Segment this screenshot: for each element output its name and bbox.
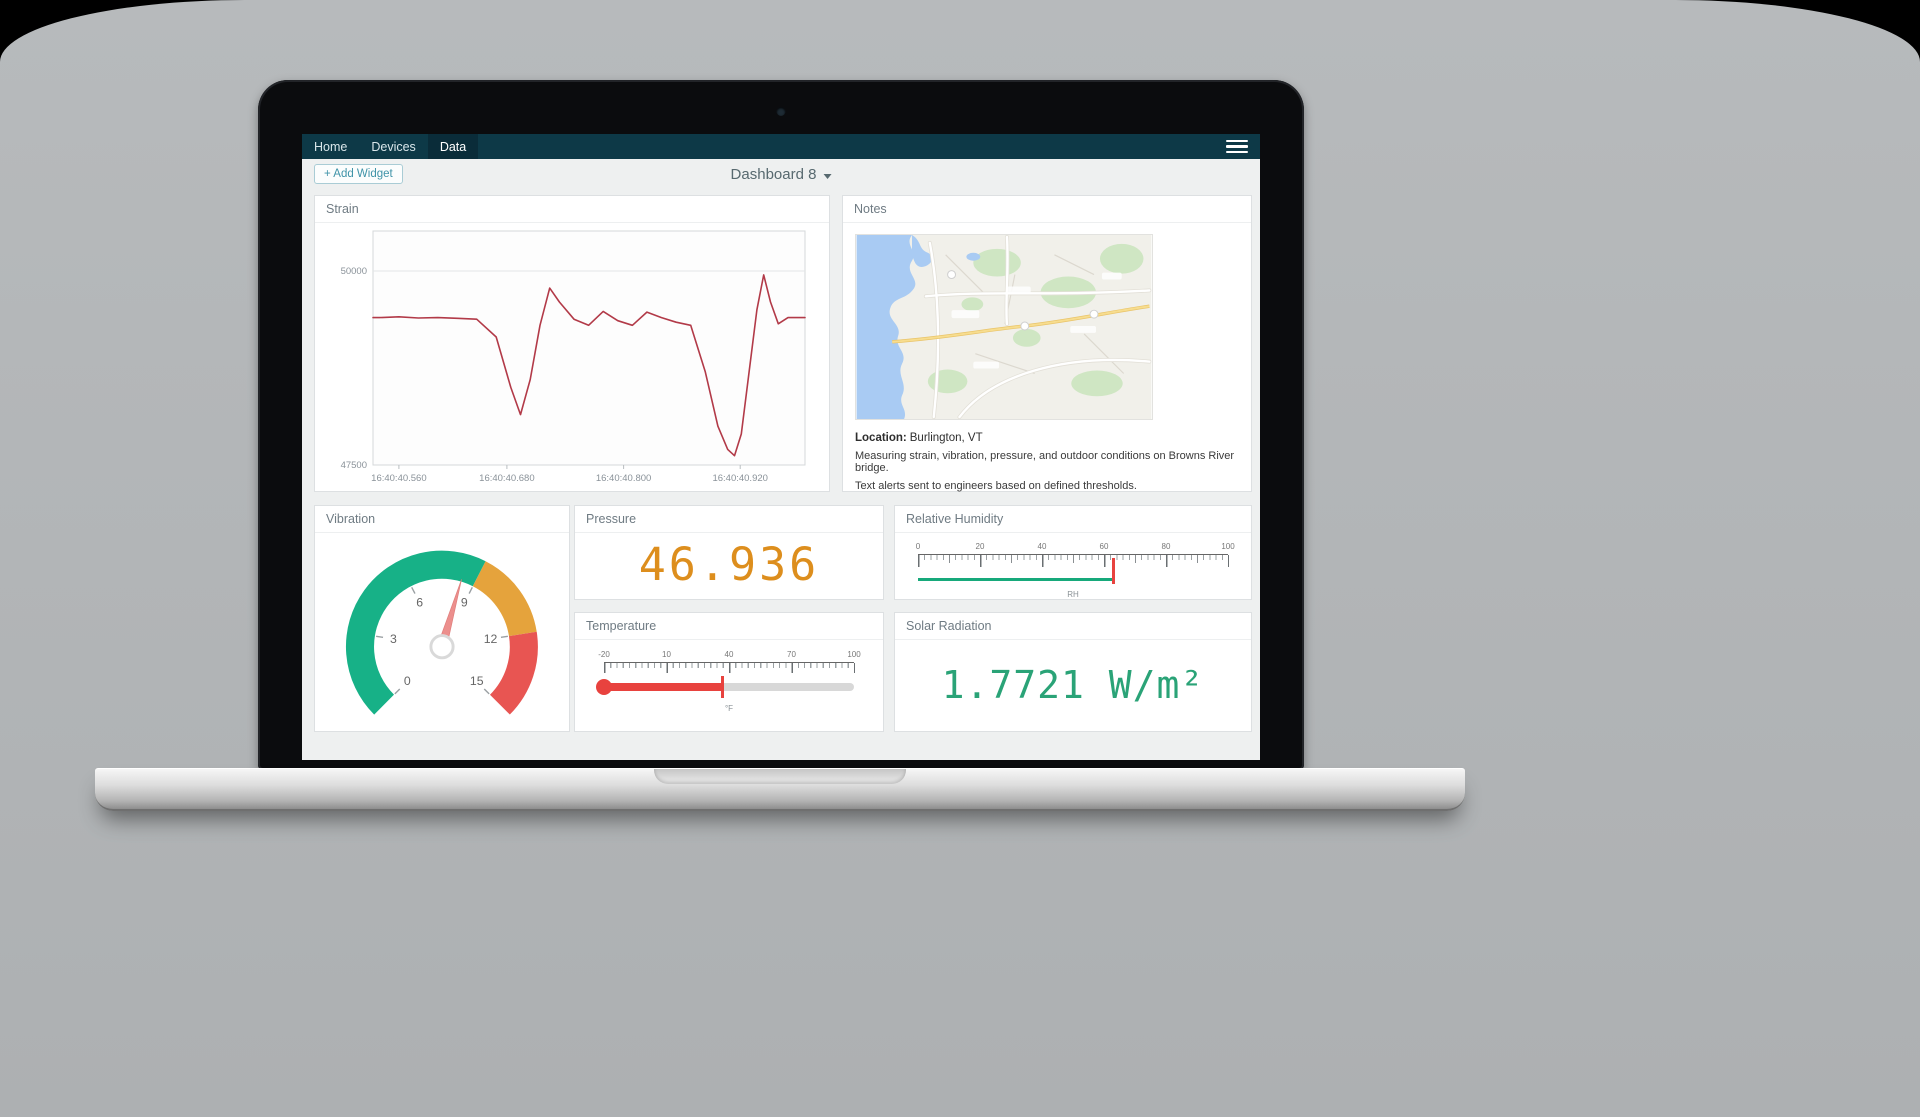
- location-line: Location: Burlington, VT: [855, 432, 1239, 444]
- map-image[interactable]: [855, 234, 1153, 420]
- gauge-tick-label: 3: [390, 632, 397, 646]
- x-tick-label: 16:40:40.680: [479, 473, 534, 484]
- widget-solar-radiation: Solar Radiation 1.7721 W/m²: [894, 612, 1252, 732]
- ruler: [918, 554, 1229, 568]
- widget-title: Temperature: [575, 613, 883, 640]
- widget-strain: Strain 50000 47500 16:40:40.560 16:40:40…: [314, 195, 830, 492]
- unit-label: °F: [724, 704, 734, 713]
- ruler-tick-label: -20: [598, 650, 610, 659]
- widget-title: Strain: [315, 196, 829, 223]
- x-tick-label: 16:40:40.560: [371, 473, 426, 484]
- ruler-tick-label: 20: [975, 542, 985, 551]
- gauge-needle-cap: [429, 634, 455, 660]
- nav-item-home[interactable]: Home: [314, 139, 348, 154]
- location-label: Location:: [855, 432, 907, 444]
- nav-item-data[interactable]: Data: [427, 134, 479, 159]
- add-widget-button[interactable]: + Add Widget: [314, 164, 403, 184]
- dashboard-title: Dashboard 8: [730, 166, 817, 183]
- thermometer-fill: [604, 683, 723, 691]
- solar-radiation-value: 1.7721 W/m²: [941, 663, 1205, 707]
- widget-pressure: Pressure 46.936: [574, 505, 884, 600]
- pressure-value: 46.936: [638, 538, 820, 591]
- widget-temperature: Temperature -20 10 40 70 100 °F: [574, 612, 884, 732]
- gauge-tick-label: 0: [404, 674, 411, 688]
- x-tick-label: 16:40:40.920: [712, 473, 767, 484]
- widget-notes: Notes: [842, 195, 1252, 492]
- laptop-base: [95, 768, 1465, 811]
- ruler: [604, 662, 855, 676]
- ruler-tick-label: 40: [1037, 542, 1047, 551]
- laptop-bezel: Home Devices Data + Add Widget Dashboard…: [258, 80, 1304, 770]
- humidity-value-bar: [918, 578, 1114, 581]
- ruler-tick-label: 100: [1221, 542, 1235, 551]
- widget-vibration: Vibration 0 3 6: [314, 505, 570, 732]
- temperature-marker: [721, 676, 724, 698]
- unit-label: RH: [1067, 590, 1079, 599]
- ruler-tick-label: 0: [915, 542, 921, 551]
- dashboard-title-dropdown[interactable]: Dashboard 8: [731, 166, 832, 183]
- vibration-gauge: 0 3 6 9 12 15: [346, 550, 538, 715]
- dashboard-app: Home Devices Data + Add Widget Dashboard…: [302, 134, 1260, 760]
- thermometer-bulb: [596, 679, 612, 695]
- navbar: Home Devices Data: [302, 134, 1260, 159]
- temperature-linear-gauge: -20 10 40 70 100 °F: [596, 650, 861, 713]
- gauge-tick-label: 12: [484, 632, 498, 646]
- gauge-tick-label: 15: [470, 674, 484, 688]
- humidity-marker: [1112, 558, 1115, 584]
- widget-title: Pressure: [575, 506, 883, 533]
- ruler-tick-label: 80: [1161, 542, 1171, 551]
- nav-item-devices[interactable]: Devices: [371, 139, 416, 154]
- gauge-tick-label: 9: [461, 595, 468, 609]
- strain-line-chart: 50000 47500 16:40:40.560 16:40:40.680 16…: [341, 230, 806, 484]
- ruler-tick-label: 10: [662, 650, 671, 659]
- ruler-tick-label: 100: [847, 650, 861, 659]
- y-tick-label: 50000: [341, 266, 367, 277]
- widget-title: Solar Radiation: [895, 613, 1251, 640]
- widget-title: Relative Humidity: [895, 506, 1251, 533]
- webcam-dot: [776, 107, 786, 116]
- y-tick-label: 47500: [341, 460, 367, 471]
- laptop-base-notch: [654, 769, 906, 784]
- widget-title: Vibration: [315, 506, 569, 533]
- humidity-linear-gauge: 0 20 40 60 80 100 RH: [915, 542, 1235, 599]
- note-text: Measuring strain, vibration, pressure, a…: [855, 450, 1235, 474]
- widget-humidity: Relative Humidity 0 20 40 60 80 100 RH: [894, 505, 1252, 600]
- caret-down-icon: [823, 173, 832, 179]
- widget-title: Notes: [843, 196, 1251, 223]
- x-tick-label: 16:40:40.800: [596, 473, 651, 484]
- location-value: Burlington, VT: [909, 432, 983, 444]
- ruler-tick-label: 40: [724, 650, 734, 659]
- note-text: Text alerts sent to engineers based on d…: [855, 480, 1137, 492]
- ruler-tick-label: 70: [787, 650, 796, 659]
- thermometer-track: [596, 676, 854, 698]
- menu-icon[interactable]: [1226, 139, 1248, 154]
- gauge-tick-label: 6: [416, 595, 423, 609]
- ruler-tick-label: 60: [1099, 542, 1109, 551]
